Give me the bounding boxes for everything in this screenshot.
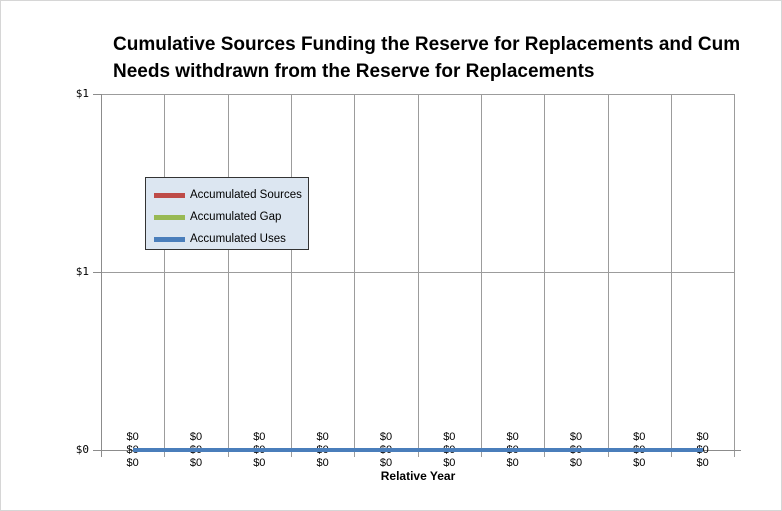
x-axis-tick	[670, 450, 672, 457]
x-axis-tick	[290, 450, 292, 457]
data-label: $0	[443, 456, 456, 469]
data-label: $0	[633, 431, 646, 443]
data-label: $0	[696, 456, 709, 469]
data-label: $0	[126, 431, 139, 443]
x-axis-tick	[544, 450, 546, 457]
data-label: $0	[506, 431, 519, 443]
y-axis-tick-label: $1	[75, 87, 89, 100]
legend-label: Accumulated Uses	[190, 233, 286, 245]
x-axis-tick	[227, 450, 229, 457]
legend-item: Accumulated Gap	[154, 206, 308, 228]
x-axis-title: Relative Year	[380, 469, 456, 483]
plot-border-right	[734, 94, 736, 455]
legend-item: Accumulated Uses	[154, 228, 308, 250]
data-label: $0	[379, 431, 393, 443]
data-label: $0	[379, 456, 393, 469]
y-axis-tick-label: $0	[75, 443, 89, 456]
x-axis-tick	[607, 450, 609, 457]
series-line-accumulated-uses	[132, 448, 703, 452]
y-axis-tick	[93, 94, 101, 95]
legend-swatch-icon	[154, 192, 185, 198]
legend: Accumulated Sources Accumulated Gap Accumu…	[145, 177, 309, 250]
horizontal-gridline	[101, 272, 735, 273]
data-label: $0	[696, 444, 709, 456]
legend-swatch-icon	[154, 214, 185, 220]
data-label: $0	[126, 456, 139, 469]
chart-title-line2: Needs withdrawn from the Reserve for Rep…	[113, 61, 595, 82]
legend-label: Accumulated Sources	[190, 189, 302, 201]
chart-title-line1: Cumulative Sources Funding the Reserve f…	[113, 34, 741, 55]
x-axis-tick	[480, 450, 482, 457]
data-label: $0	[569, 431, 583, 443]
data-label: $0	[189, 431, 203, 443]
data-label: $0	[633, 456, 646, 469]
x-axis-tick	[164, 450, 166, 457]
data-label: $0	[189, 456, 203, 469]
y-axis-tick-label: $1	[75, 265, 89, 278]
data-label: $0	[316, 431, 329, 443]
legend-swatch-icon	[154, 236, 185, 242]
x-axis-tick	[417, 450, 419, 457]
data-label: $0	[696, 431, 709, 443]
data-label: $0	[253, 456, 266, 469]
x-axis-tick	[354, 450, 356, 457]
plot-border-top	[101, 94, 735, 95]
y-axis-line	[101, 94, 102, 457]
data-label: $0	[569, 456, 583, 469]
y-axis-tick	[93, 272, 101, 273]
data-label: $0	[316, 456, 329, 469]
legend-item: Accumulated Sources	[154, 184, 308, 206]
data-label: $0	[443, 431, 456, 443]
legend-label: Accumulated Gap	[190, 211, 282, 223]
chart-title: Cumulative Sources Funding the Reserve f…	[113, 31, 781, 85]
data-label: $0	[506, 456, 519, 469]
data-label: $0	[253, 431, 266, 443]
